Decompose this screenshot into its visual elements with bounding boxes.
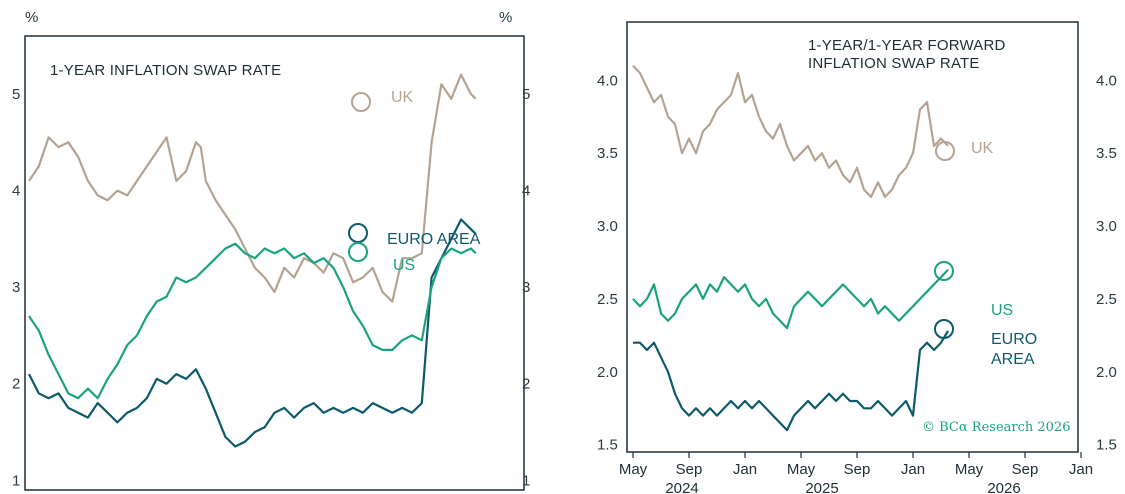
right-x-year-label-2: 2026: [987, 480, 1020, 494]
right-x-tick-label-8: Jan: [1069, 461, 1093, 478]
right-x-tick-label-4: Sep: [844, 461, 871, 478]
copyright-note: © BCα Research 2026: [922, 420, 1070, 435]
right-y-ticks-right: 1.5 2.0 2.5 3.0 3.5 4.0: [1096, 72, 1117, 453]
us-end-marker-right: [934, 261, 954, 281]
left-y-tick-right-2: 3: [522, 279, 530, 296]
left-series-line-uk: [28, 73, 477, 303]
right-label-euro-line1: EURO: [991, 331, 1037, 348]
left-chart: % % 1-YEAR INFLATION SWAP RATE 1 2 3 4 5 1 2 3…: [12, 9, 530, 491]
left-y-tick-right-1: 2: [522, 376, 530, 393]
left-y-tick-left-3: 4: [12, 183, 20, 200]
uk-end-marker-left: [351, 92, 371, 112]
left-chart-title: 1-YEAR INFLATION SWAP RATE: [50, 62, 281, 79]
right-series: [632, 64, 949, 432]
left-label-euro-area: EURO AREA: [387, 231, 481, 248]
right-y-ticks-left: 1.5 2.0 2.5 3.0 3.5 4.0: [597, 72, 618, 453]
right-x-tick-label-7: Sep: [1012, 461, 1039, 478]
right-plot-frame: [626, 21, 1079, 453]
right-series-line-us: [632, 269, 949, 330]
left-label-uk: UK: [391, 89, 414, 106]
right-y-tick-right-3: 3.0: [1096, 218, 1117, 235]
right-x-tick-label-6: May: [955, 461, 984, 478]
right-x-tick-label-3: May: [787, 461, 816, 478]
right-label-uk: UK: [971, 140, 994, 157]
left-y-tick-left-4: 5: [12, 86, 20, 103]
right-label-euro-line2: AREA: [991, 351, 1035, 368]
right-y-tick-right-2: 2.5: [1096, 291, 1117, 308]
right-chart: 1-YEAR/1-YEAR FORWARD INFLATION SWAP RAT…: [597, 21, 1117, 494]
left-plot-frame: [24, 35, 525, 491]
right-x-tick-label-5: Jan: [901, 461, 925, 478]
right-x-ticks: May Sep Jan May Sep Jan May Sep Jan 2024 2025 2026: [619, 452, 1093, 494]
right-chart-title-line2: INFLATION SWAP RATE: [808, 55, 980, 72]
right-x-tick-label-1: Sep: [676, 461, 703, 478]
right-y-tick-right-0: 1.5: [1096, 437, 1117, 454]
uk-end-marker-right: [935, 141, 955, 161]
right-x-year-label-1: 2025: [805, 480, 838, 494]
right-y-tick-right-4: 3.5: [1096, 145, 1117, 162]
right-series-line-uk: [632, 64, 949, 198]
right-y-tick-left-3: 3.0: [597, 218, 618, 235]
right-y-tick-right-1: 2.0: [1096, 364, 1117, 381]
euro-end-marker-right: [934, 319, 954, 339]
left-y-unit-right: %: [499, 9, 512, 26]
left-series-line-euro: [28, 218, 477, 448]
left-y-ticks-right: 1 2 3 4 5: [522, 86, 530, 489]
right-chart-title-line1: 1-YEAR/1-YEAR FORWARD: [808, 37, 1006, 54]
left-y-tick-left-1: 2: [12, 376, 20, 393]
left-series: [28, 73, 477, 448]
right-x-tick-label-2: Jan: [733, 461, 757, 478]
right-label-us: US: [991, 302, 1013, 319]
right-y-tick-left-4: 3.5: [597, 145, 618, 162]
right-x-year-label-0: 2024: [665, 480, 698, 494]
euro-end-marker-left: [348, 223, 368, 243]
left-y-tick-right-0: 1: [522, 472, 530, 489]
left-series-line-us: [28, 242, 477, 400]
us-end-marker-left: [348, 242, 368, 262]
right-y-tick-left-2: 2.5: [597, 291, 618, 308]
left-y-tick-left-2: 3: [12, 279, 20, 296]
left-y-unit-left: %: [25, 9, 38, 26]
left-y-ticks-left: 1 2 3 4 5: [12, 86, 20, 489]
right-x-tick-label-0: May: [619, 461, 648, 478]
right-series-line-euro: [633, 330, 949, 432]
right-y-tick-right-5: 4.0: [1096, 72, 1117, 89]
left-label-us: US: [393, 257, 415, 274]
left-y-tick-right-3: 4: [522, 183, 530, 200]
left-y-tick-right-4: 5: [522, 86, 530, 103]
right-y-tick-left-5: 4.0: [597, 72, 618, 89]
right-y-tick-left-0: 1.5: [597, 437, 618, 454]
left-y-tick-left-0: 1: [12, 472, 20, 489]
right-y-tick-left-1: 2.0: [597, 364, 618, 381]
